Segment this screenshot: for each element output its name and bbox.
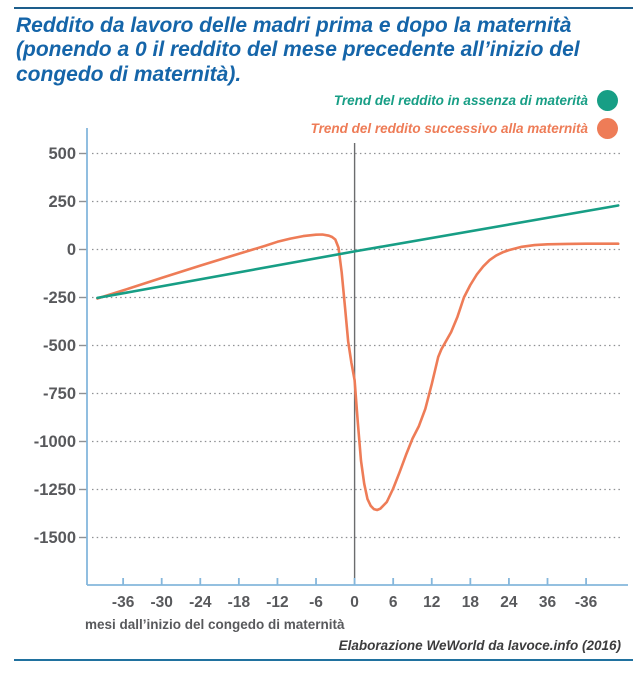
ytick-label--750: -750 bbox=[43, 385, 76, 403]
chart-legend: Trend del reddito in assenza di materità… bbox=[311, 90, 618, 139]
series-line-post-maternity bbox=[96, 233, 620, 512]
x-axis-title: mesi dall’inizio del congedo di maternit… bbox=[85, 617, 345, 632]
xtick-label-3: -18 bbox=[228, 594, 251, 611]
legend-label-post-maternity: Trend del reddito successivo alla matern… bbox=[310, 121, 588, 136]
ytick-label--1000: -1000 bbox=[34, 433, 76, 451]
ytick-label--500: -500 bbox=[43, 337, 76, 355]
ytick-label-0: 0 bbox=[67, 241, 76, 259]
top-border-rule bbox=[14, 7, 633, 9]
xtick-label-10: 24 bbox=[500, 594, 518, 611]
legend-dot-teal-icon bbox=[597, 90, 618, 111]
xtick-label-6: 0 bbox=[350, 594, 359, 611]
xtick-label-7: 6 bbox=[389, 594, 398, 611]
xtick-label-12: -36 bbox=[575, 594, 598, 611]
xtick-label-11: 36 bbox=[539, 594, 557, 611]
bottom-border-rule bbox=[14, 659, 633, 661]
legend-item-post-maternity: Trend del reddito successivo alla matern… bbox=[311, 118, 618, 139]
title-line-1: Reddito da lavoro delle madri prima e do… bbox=[16, 14, 572, 37]
xtick-label-1: -30 bbox=[150, 594, 172, 611]
xtick-label-5: -6 bbox=[309, 594, 323, 611]
xtick-label-0: -36 bbox=[112, 594, 135, 611]
ytick-label--1500: -1500 bbox=[34, 529, 76, 547]
xtick-label-2: -24 bbox=[189, 594, 212, 611]
ytick-label--250: -250 bbox=[43, 289, 76, 307]
xtick-label-9: 18 bbox=[462, 594, 480, 611]
ytick-label--1250: -1250 bbox=[34, 481, 76, 499]
legend-label-no-maternity: Trend del reddito in assenza di materità bbox=[333, 93, 588, 108]
title-line-2: (ponendo a 0 il reddito del mese precede… bbox=[16, 38, 580, 62]
series-line-no-maternity bbox=[96, 204, 620, 300]
legend-item-no-maternity: Trend del reddito in assenza di materità bbox=[311, 90, 618, 111]
source-credit: Elaborazione WeWorld da lavoce.info (201… bbox=[338, 638, 621, 653]
title-line-3: congedo di maternità). bbox=[16, 62, 242, 86]
legend-dot-orange-icon bbox=[597, 118, 618, 139]
page-title: Reddito da lavoro delle madri prima e do… bbox=[16, 14, 621, 87]
ytick-label-500: 500 bbox=[48, 145, 76, 163]
ytick-label-250: 250 bbox=[48, 193, 76, 211]
xtick-label-4: -12 bbox=[266, 594, 288, 611]
xtick-label-8: 12 bbox=[423, 594, 440, 611]
